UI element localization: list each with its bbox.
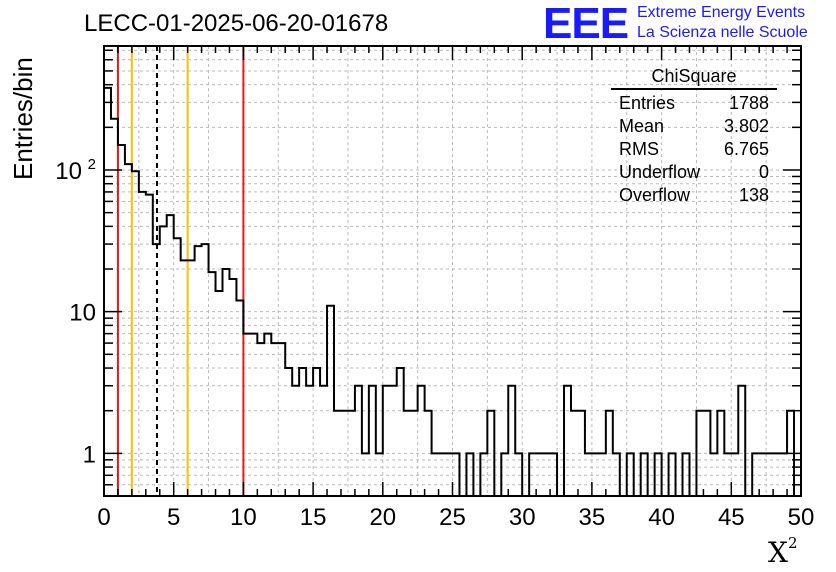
stats-box-title: ChiSquare [611,66,777,90]
y-tick-labels: 1 10 10 2 [55,156,96,468]
stats-row-rms: RMS 6.765 [611,138,777,161]
stats-box: ChiSquare Entries 1788 Mean 3.802 RMS 6.765… [611,66,777,207]
stats-value: 6.765 [723,139,769,159]
x-tick-label: 0 [97,504,110,531]
stats-value: 138 [738,185,769,205]
x-tick-label: 5 [167,504,180,531]
histogram-series [104,86,801,496]
reference-lines [116,46,245,496]
y-axis-label: Entries/bin [8,57,38,180]
stats-label: Overflow [619,185,691,205]
y-tick-label: 10 [55,158,82,185]
x-axis-label-superscript: 2 [787,534,798,552]
x-tick-label: 25 [439,504,466,531]
x-tick-label: 15 [300,504,327,531]
x-tick-label: 40 [648,504,675,531]
x-tick-labels: 0 5 10 15 20 25 30 35 40 45 50 [97,504,814,531]
logo-line-2: La Scienza nelle Scuole [637,24,808,41]
x-axis-label-base: X [768,536,788,569]
x-axis-label: X2 [768,534,798,569]
x-tick-label: 10 [230,504,257,531]
chart-title: LECC-01-2025-06-20-01678 [84,10,389,37]
stats-label: RMS [619,139,659,159]
x-tick-label: 30 [509,504,536,531]
stats-row-entries: Entries 1788 [611,92,777,115]
x-tick-label: 50 [788,504,815,531]
grid-lines [104,46,801,496]
stats-row-underflow: Underflow 0 [611,161,777,184]
y-tick-label-superscript: 2 [88,156,96,173]
stats-row-overflow: Overflow 138 [611,184,777,207]
y-tick-label: 10 [69,300,96,327]
stats-value: 1788 [728,93,769,113]
stats-row-mean: Mean 3.802 [611,115,777,138]
stats-label: Mean [619,116,665,136]
stats-value: 3.802 [723,116,769,136]
stats-value: 0 [758,162,769,182]
axis-ticks [103,46,802,496]
x-tick-label: 35 [579,504,606,531]
stats-label: Underflow [619,162,701,182]
logo-line-1: Extreme Energy Events [637,4,806,21]
x-tick-label: 45 [718,504,745,531]
eee-logo-mark: EEE [543,0,629,48]
x-tick-label: 20 [369,504,396,531]
stats-label: Entries [619,93,676,113]
y-tick-label: 1 [83,441,96,468]
